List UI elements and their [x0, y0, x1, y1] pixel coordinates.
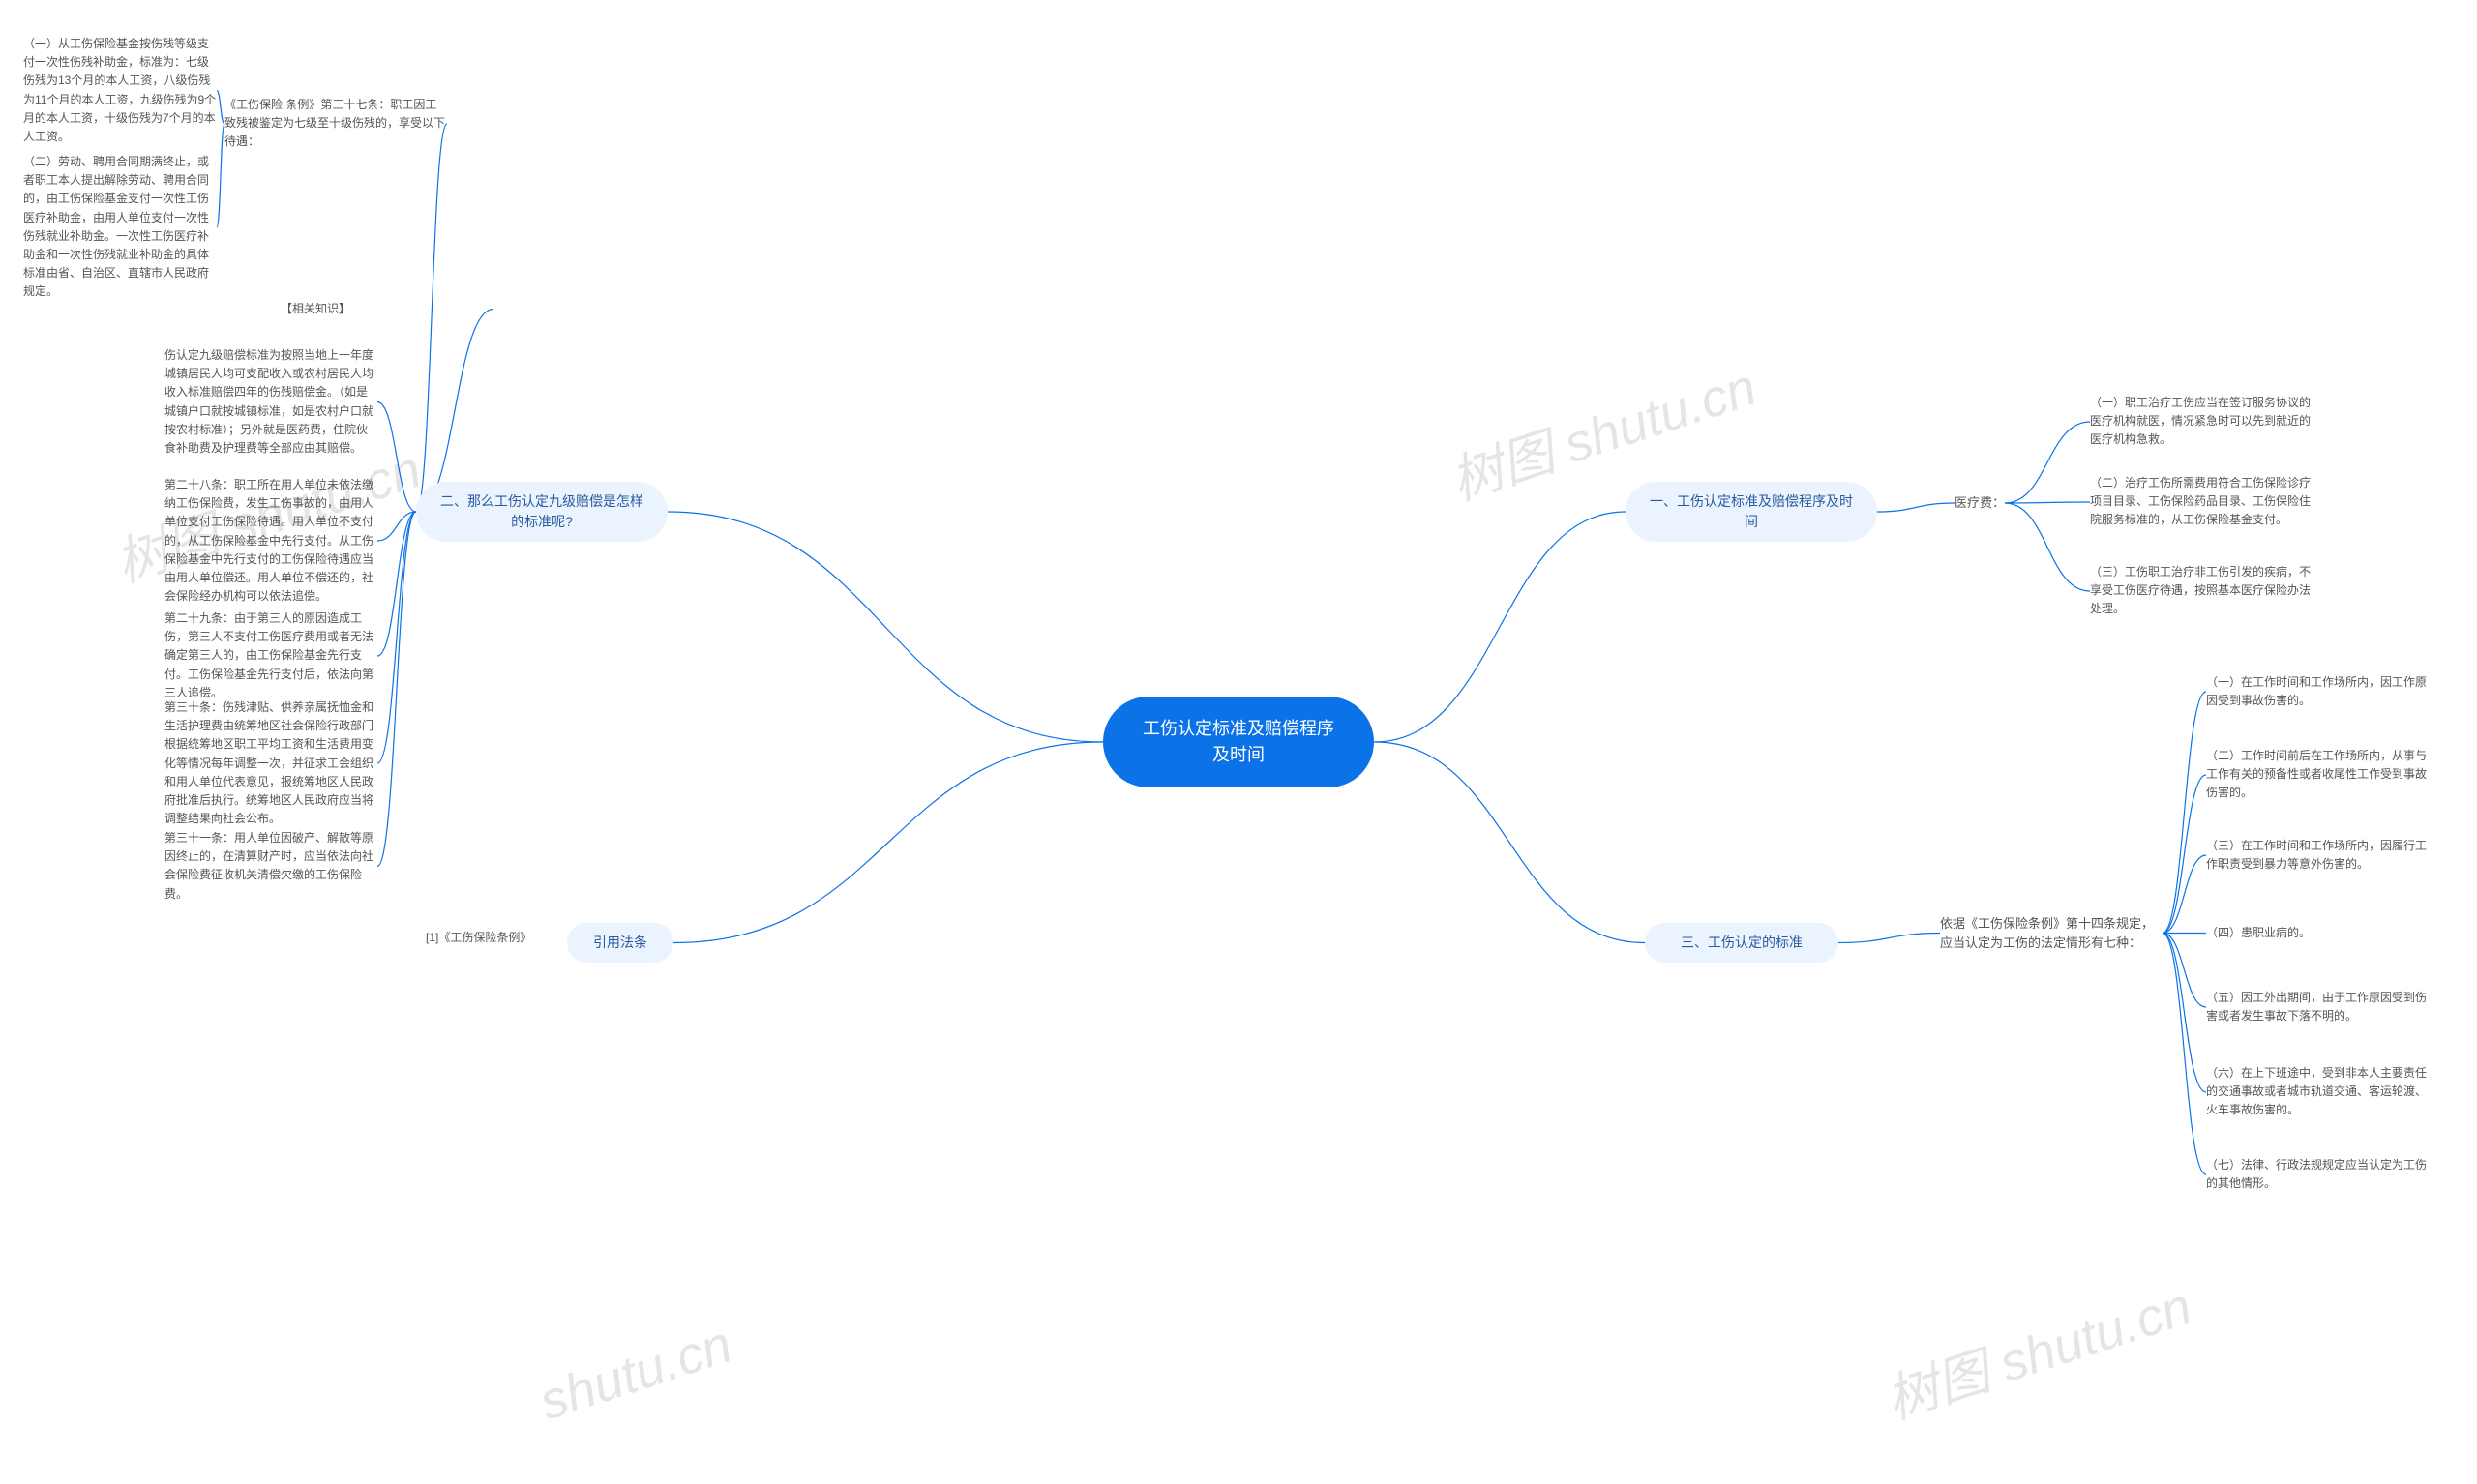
leaf-b2-4: 第二十九条：由于第三人的原因造成工伤，第三人不支付工伤医疗费用或者无法确定第三人…: [164, 609, 377, 702]
connector: [2005, 502, 2090, 503]
leaf-b3-s3: （四）患职业病的。: [2206, 924, 2429, 942]
connector: [1374, 512, 1626, 742]
leaf-b2-1: 【相关知识】: [281, 300, 493, 318]
leaf-b2-3: 第二十八条：职工所在用人单位未依法缴纳工伤保险费，发生工伤事故的，由用人单位支付…: [164, 476, 377, 606]
leaf-b3-s0: （一）在工作时间和工作场所内，因工作原因受到事故伤害的。: [2206, 673, 2429, 710]
connector: [377, 512, 416, 763]
watermark: shutu.cn: [532, 1314, 738, 1432]
connector: [2163, 934, 2206, 1093]
center-node: 工伤认定标准及赔偿程序及时间: [1103, 697, 1374, 787]
leaf-b2-6: 第三十一条：用人单位因破产、解散等原因终止的，在清算财产时，应当依法向社会保险费…: [164, 829, 377, 904]
connector: [377, 512, 416, 867]
connector: [2163, 692, 2206, 934]
sub-b1: 医疗费：: [1955, 493, 2005, 513]
connector: [377, 402, 416, 513]
leaf-b3-s6: （七）法律、行政法规规定应当认定为工伤的其他情形。: [2206, 1156, 2429, 1193]
connector: [2005, 503, 2090, 591]
sub-b3: 依据《工伤保险条例》第十四条规定，应当认定为工伤的法定情形有七种：: [1940, 914, 2163, 952]
leaf-b2-0-0: （一）从工伤保险基金按伤残等级支付一次性伤残补助金，标准为：七级伤残为13个月的…: [23, 35, 217, 146]
connector: [1374, 742, 1645, 943]
branch-b1: 一、工伤认定标准及赔偿程序及时间: [1626, 482, 1877, 542]
connector: [673, 742, 1103, 943]
connector: [217, 91, 224, 125]
connector: [2163, 855, 2206, 934]
leaf-b4-0: [1]《工伤保险条例》: [426, 929, 639, 947]
connector: [2163, 934, 2206, 1175]
connector: [668, 512, 1103, 742]
branch-b2: 二、那么工伤认定九级赔偿是怎样的标准呢?: [416, 482, 668, 542]
leafgroup-b2-0: 《工伤保险 条例》第三十七条：职工因工致残被鉴定为七级至十级伤残的，享受以下待遇…: [224, 96, 447, 152]
leaf-b2-5: 第三十条：伤残津贴、供养亲属抚恤金和生活护理费由统筹地区社会保险行政部门根据统筹…: [164, 698, 377, 828]
connector: [2163, 934, 2206, 1008]
leaf-b2-0-1: （二）劳动、聘用合同期满终止，或者职工本人提出解除劳动、聘用合同的，由工伤保险基…: [23, 153, 217, 302]
connector: [2005, 422, 2090, 503]
connector: [217, 124, 224, 227]
leaf-b1-s2: （三）工伤职工治疗非工伤引发的疾病，不享受工伤医疗待遇，按照基本医疗保险办法处理…: [2090, 563, 2313, 619]
connector: [1877, 503, 1955, 512]
leaf-b3-s1: （二）工作时间前后在工作场所内，从事与工作有关的预备性或者收尾性工作受到事故伤害…: [2206, 747, 2429, 803]
leaf-b3-s2: （三）在工作时间和工作场所内，因履行工作职责受到暴力等意外伤害的。: [2206, 837, 2429, 874]
connector: [2163, 775, 2206, 934]
leaf-b3-s4: （五）因工外出期间，由于工作原因受到伤害或者发生事故下落不明的。: [2206, 989, 2429, 1025]
leaf-b2-2: 伤认定九级赔偿标准为按照当地上一年度城镇居民人均可支配收入或农村居民人均收入标准…: [164, 346, 377, 458]
leaf-b1-s0: （一）职工治疗工伤应当在签订服务协议的医疗机构就医，情况紧急时可以先到就近的医疗…: [2090, 394, 2313, 450]
leaf-b3-s5: （六）在上下班途中，受到非本人主要责任的交通事故或者城市轨道交通、客运轮渡、火车…: [2206, 1064, 2429, 1120]
connector: [377, 512, 416, 541]
watermark: 树图 shutu.cn: [1875, 1263, 2200, 1434]
leaf-b1-s1: （二）治疗工伤所需费用符合工伤保险诊疗项目目录、工伤保险药品目录、工伤保险住院服…: [2090, 474, 2313, 530]
connector: [1838, 934, 1940, 943]
connector: [377, 512, 416, 656]
branch-b3: 三、工伤认定的标准: [1645, 923, 1838, 963]
